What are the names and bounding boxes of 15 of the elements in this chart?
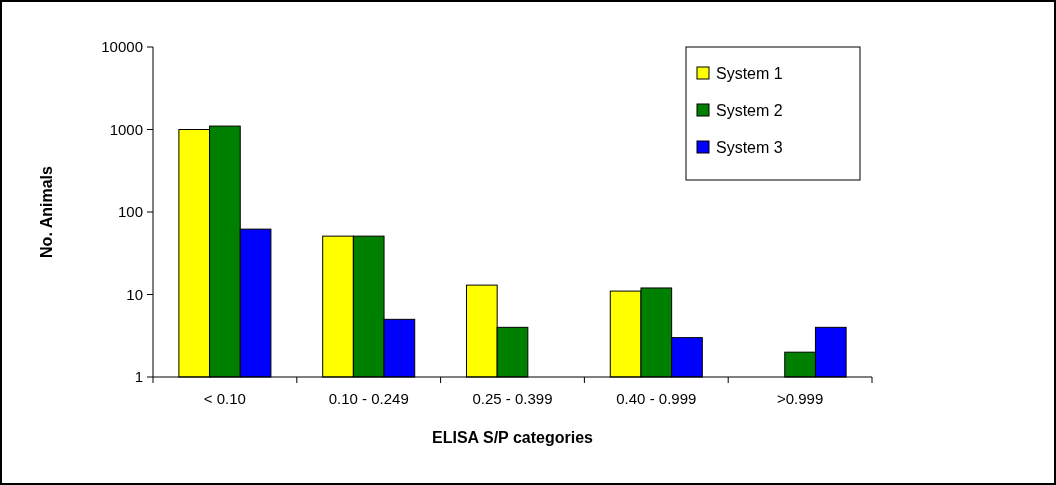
x-axis-title: ELISA S/P categories <box>432 429 594 446</box>
legend-label: System 2 <box>716 101 783 119</box>
x-tick-label: < 0.10 <box>203 390 246 407</box>
x-tick-label: 0.10 - 0.249 <box>328 390 409 407</box>
x-tick-label: 0.25 - 0.399 <box>472 390 553 407</box>
y-tick-label: 100 <box>117 203 143 221</box>
y-tick-label: 1 <box>134 368 143 386</box>
y-tick-label: 10 <box>126 285 143 303</box>
legend-label: System 3 <box>716 138 783 156</box>
x-tick-label: 0.40 - 0.999 <box>616 390 697 407</box>
y-tick-label: 10000 <box>101 38 143 56</box>
x-tick-label: >0.999 <box>776 390 824 407</box>
legend-label: System 1 <box>716 64 783 82</box>
y-tick-label: 1000 <box>109 120 143 138</box>
y-axis-title: No. Animals <box>38 165 55 258</box>
